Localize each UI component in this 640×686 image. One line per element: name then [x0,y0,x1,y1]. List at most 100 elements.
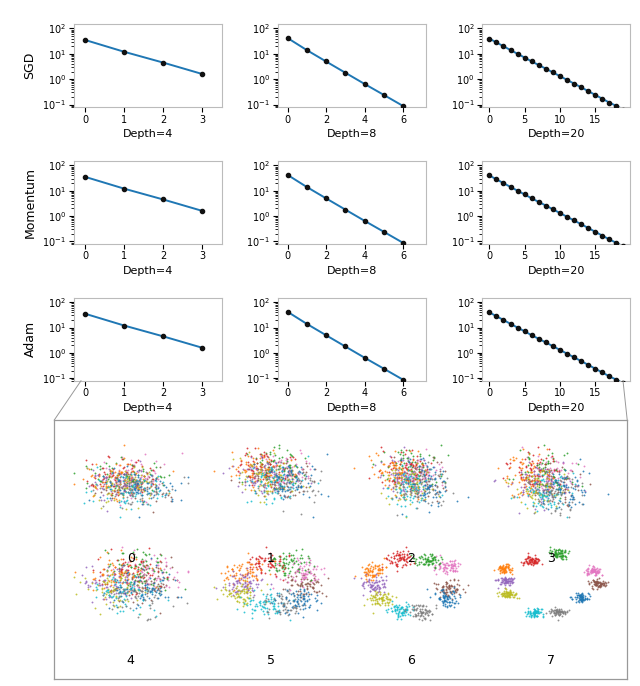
Point [419,486,429,497]
Point [115,501,125,512]
Point [260,471,270,482]
Point [396,452,406,463]
Point [154,588,164,599]
Point [264,454,275,465]
Point [310,577,321,588]
Point [104,576,114,587]
Point [404,468,414,479]
Point [276,475,286,486]
Point [223,573,233,584]
Point [273,471,283,482]
Point [527,471,538,482]
Point [410,604,420,615]
Point [131,480,141,490]
Point [520,466,531,477]
Point [157,480,168,490]
Point [257,465,268,476]
Point [559,486,570,497]
Point [550,606,561,617]
Point [115,563,125,574]
Point [247,571,257,582]
Point [405,474,415,485]
Point [292,578,302,589]
Point [394,469,404,480]
Point [122,570,132,581]
Point [531,457,541,468]
Point [102,493,112,504]
Point [90,482,100,493]
Point [141,582,152,593]
Point [412,469,422,480]
Point [113,588,123,599]
Point [259,480,269,490]
Point [544,470,554,481]
Point [122,558,132,569]
Point [441,595,451,606]
Point [81,461,92,472]
Point [406,459,416,470]
Point [127,474,138,485]
Point [559,605,569,616]
Point [436,552,447,563]
Point [522,483,532,494]
Point [249,570,259,581]
Point [136,469,147,480]
Point [408,468,419,479]
Point [161,487,172,498]
Point [268,593,278,604]
Point [397,545,408,556]
Point [140,586,150,597]
Point [166,552,177,563]
Point [242,573,252,584]
Point [145,603,156,614]
Point [104,470,114,481]
Point [295,560,305,571]
Point [553,473,563,484]
Point [582,569,593,580]
Point [428,552,438,563]
Point [128,488,138,499]
Point [449,587,459,598]
Point [129,549,140,560]
Point [130,592,140,603]
Point [500,589,511,600]
Point [447,585,458,596]
Point [123,556,133,567]
Point [289,575,300,586]
Point [543,494,553,505]
Point [386,451,396,462]
Point [130,493,140,504]
Point [255,599,265,610]
Point [284,484,294,495]
Point [237,570,248,581]
Text: 1: 1 [267,552,275,565]
Point [502,576,513,587]
Point [497,573,508,584]
Point [267,464,277,475]
Point [498,587,508,598]
Point [595,580,605,591]
Point [410,479,420,490]
Point [172,574,182,585]
Point [586,577,596,588]
Point [404,456,414,467]
Point [305,554,316,565]
Point [440,567,450,578]
Point [529,555,539,566]
Point [225,587,236,598]
Point [413,480,423,491]
Point [249,476,259,487]
Point [257,458,267,469]
Point [289,552,299,563]
Point [527,475,537,486]
Point [114,484,124,495]
Point [259,599,269,610]
Point [228,565,238,576]
Point [248,562,258,573]
Point [392,556,403,567]
Point [118,480,128,491]
Point [285,490,295,501]
Point [115,483,125,494]
Point [502,458,512,469]
Point [144,593,154,604]
